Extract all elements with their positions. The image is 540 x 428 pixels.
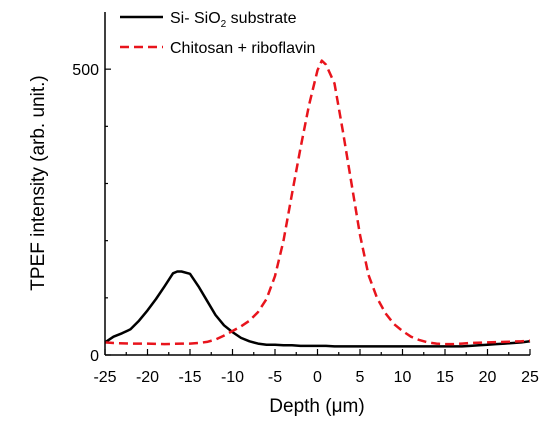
x-tick-label-9: 20 (479, 369, 497, 386)
y-axis-title: TPEF intensity (arb. unit.) (28, 75, 49, 290)
x-tick-label-3: -10 (221, 369, 244, 386)
y-tick-label-1: 500 (72, 62, 99, 79)
y-tick-label-0: 0 (90, 348, 99, 365)
x-ticks: -25 -20 -15 -10 -5 0 5 10 15 20 25 (93, 349, 539, 386)
legend-label-chitosan: Chitosan + riboflavin (170, 40, 315, 57)
plot-lines (104, 59, 531, 348)
x-axis-title: Depth (μm) (269, 396, 364, 417)
x-tick-label-0: -25 (93, 369, 116, 386)
x-tick-label-10: 25 (521, 369, 539, 386)
series-line-1 (104, 270, 531, 348)
x-tick-label-2: -15 (178, 369, 201, 386)
y-ticks: 0 500 (72, 62, 111, 365)
x-tick-label-8: 15 (436, 369, 454, 386)
x-tick-label-4: -5 (268, 369, 282, 386)
axes (104, 12, 530, 356)
x-tick-label-1: -20 (136, 369, 159, 386)
x-tick-label-5: 0 (313, 369, 322, 386)
legend-label-substrate-subscript: 2 (221, 19, 227, 30)
legend-label-substrate-suffix: substrate (226, 10, 296, 27)
series-line-2 (104, 59, 531, 346)
legend-label-substrate-prefix: Si- SiO (170, 10, 221, 27)
x-tick-label-7: 10 (394, 369, 412, 386)
legend-label-substrate: Si- SiO2 substrate (170, 10, 297, 30)
legend: Si- SiO2 substrate Chitosan + riboflavin (120, 10, 315, 57)
x-tick-label-6: 5 (356, 369, 365, 386)
